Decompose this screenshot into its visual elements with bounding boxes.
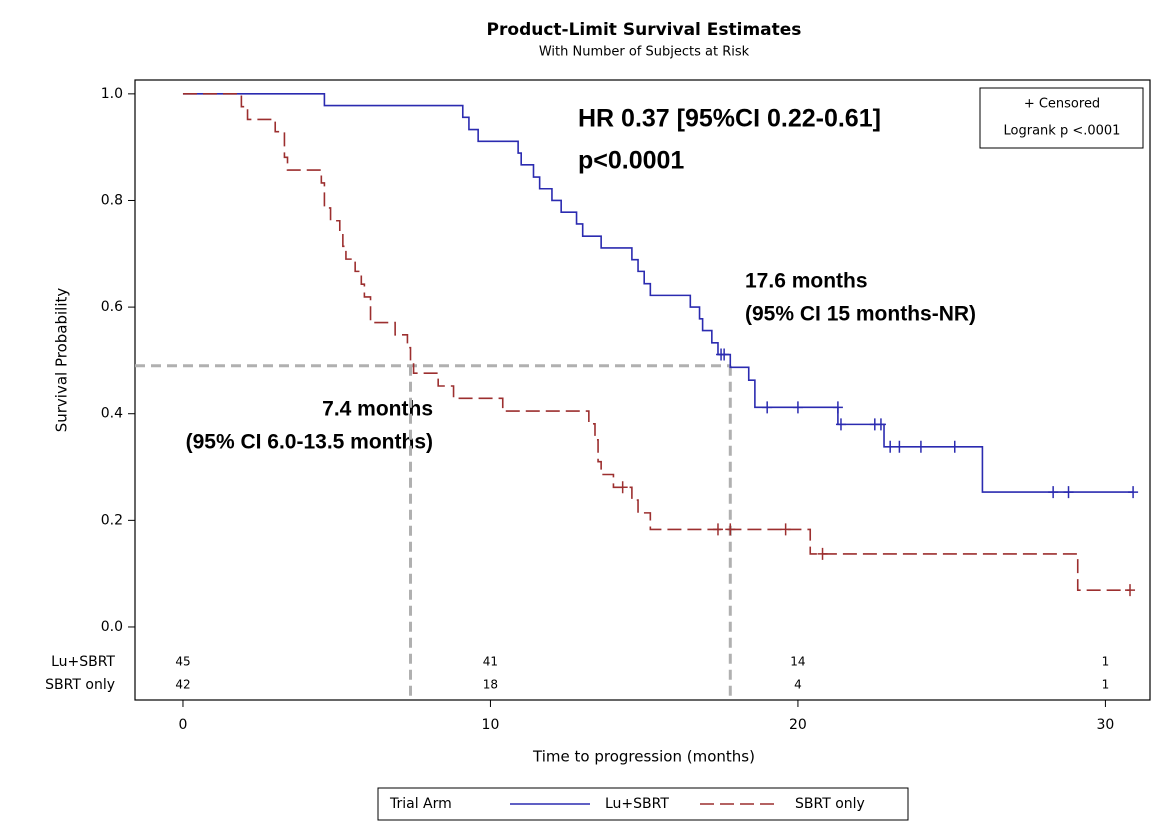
y-tick-label: 0.8: [101, 192, 123, 208]
risk-row-label: Lu+SBRT: [51, 654, 115, 670]
annotation: (95% CI 6.0-13.5 months): [186, 431, 433, 454]
legend-title: Trial Arm: [389, 796, 452, 812]
censor-mark: [949, 440, 960, 453]
inset-box: [979, 87, 1144, 149]
censor-mark: [712, 523, 723, 536]
annotation: 17.6 months: [745, 270, 868, 293]
risk-count: 45: [175, 655, 190, 669]
censor-mark: [780, 523, 791, 536]
annotation: p<0.0001: [578, 147, 684, 175]
censor-mark: [832, 401, 843, 414]
risk-count: 41: [483, 655, 498, 669]
annotation: (95% CI 15 months-NR): [745, 303, 976, 326]
censor-mark: [617, 481, 628, 494]
censor-mark: [1063, 486, 1074, 499]
censor-mark: [817, 547, 828, 560]
risk-count: 1: [1102, 678, 1110, 692]
legend-label: Lu+SBRT: [605, 796, 669, 812]
chart-title: Product-Limit Survival Estimates: [487, 20, 802, 40]
censor-mark: [894, 440, 905, 453]
inset-text: Logrank p <.0001: [1004, 124, 1121, 139]
x-tick-label: 20: [789, 717, 807, 733]
risk-count: 1: [1102, 655, 1110, 669]
annotation: HR 0.37 [95%CI 0.22-0.61]: [578, 105, 881, 133]
censor-mark: [875, 418, 886, 431]
y-tick-label: 0.2: [101, 512, 123, 528]
legend-label: SBRT only: [795, 796, 865, 812]
inset-text: + Censored: [1024, 97, 1100, 112]
risk-count: 18: [483, 678, 498, 692]
survival-curve: [182, 93, 1131, 591]
censor-mark: [915, 440, 926, 453]
censor-mark: [1048, 486, 1059, 499]
legend-box: [377, 787, 909, 821]
x-axis-label: Time to progression (months): [532, 748, 755, 766]
x-tick-label: 10: [482, 717, 500, 733]
y-tick-label: 0.0: [101, 619, 123, 635]
annotation: 7.4 months: [322, 398, 433, 421]
censor-mark: [725, 523, 736, 536]
chart-subtitle: With Number of Subjects at Risk: [539, 45, 750, 60]
y-tick-label: 0.6: [101, 299, 123, 315]
censor-mark: [835, 418, 846, 431]
plot-frame: [134, 79, 1151, 701]
risk-count: 42: [175, 678, 190, 692]
censor-mark: [885, 440, 896, 453]
risk-count: 4: [794, 678, 802, 692]
censor-mark: [719, 348, 730, 361]
x-tick-label: 0: [179, 717, 188, 733]
censor-mark: [792, 401, 803, 414]
y-axis-label: Survival Probability: [53, 288, 71, 433]
y-tick-label: 0.4: [101, 406, 123, 422]
survival-curve: [182, 93, 1134, 493]
censor-mark: [762, 401, 773, 414]
x-tick-label: 30: [1097, 717, 1115, 733]
y-tick-label: 1.0: [101, 86, 123, 102]
risk-row-label: SBRT only: [45, 677, 115, 693]
censor-mark: [1125, 584, 1136, 597]
censor-mark: [1128, 486, 1139, 499]
risk-count: 14: [790, 655, 805, 669]
